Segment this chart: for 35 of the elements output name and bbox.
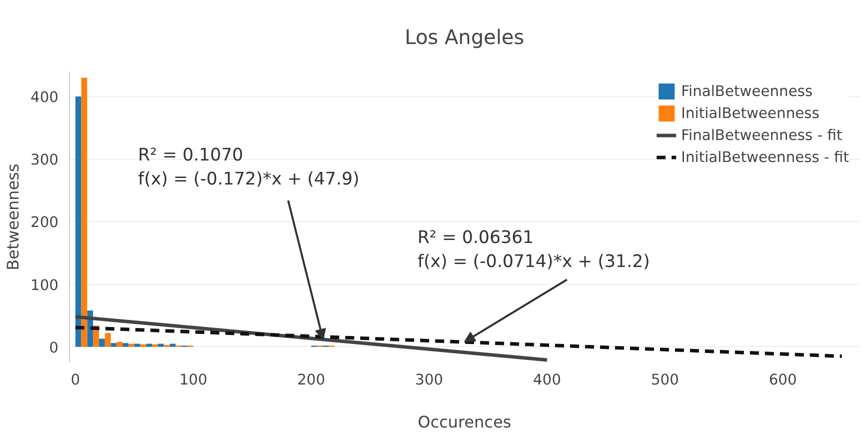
y-axis-title: Betweenness (4, 164, 23, 270)
bar (140, 344, 146, 347)
legend-label: InitialBetweenness - fit (681, 148, 849, 166)
y-tick-label: 400 (30, 89, 59, 106)
bar (122, 343, 128, 347)
y-tick-label: 100 (30, 276, 59, 294)
legend-label: FinalBetweenness - fit (681, 126, 842, 144)
x-tick-label: 200 (297, 372, 326, 388)
x-tick-label: 500 (650, 372, 679, 388)
bar (152, 344, 158, 347)
annotation: R² = 0.06361 f(x) = (-0.0714)*x + (31.2) (418, 228, 650, 272)
legend-label: InitialBetweenness (681, 104, 820, 122)
bar (134, 344, 140, 347)
bar (75, 96, 82, 347)
bar (110, 343, 117, 347)
bar (104, 333, 111, 347)
bar (170, 344, 176, 347)
y-tick-label: 200 (30, 214, 59, 232)
legend-label: FinalBetweenness (681, 82, 813, 100)
bar (158, 344, 164, 347)
x-tick-label: 0 (70, 372, 80, 388)
bar (81, 78, 88, 347)
bar (128, 344, 134, 347)
x-tick-label: 100 (179, 372, 208, 388)
x-tick-label: 600 (768, 372, 797, 388)
x-tick-label: 400 (533, 372, 562, 388)
bar (116, 342, 123, 347)
y-tick-label: 300 (30, 152, 59, 169)
bar (98, 338, 105, 347)
annotation: R² = 0.1070 f(x) = (-0.172)*x + (47.9) (138, 145, 360, 190)
x-axis-title: Occurences (418, 412, 512, 432)
bar (146, 344, 152, 347)
y-tick-label: 0 (49, 339, 59, 356)
chart-title: Los Angeles (404, 25, 524, 49)
x-tick-label: 300 (415, 372, 444, 388)
